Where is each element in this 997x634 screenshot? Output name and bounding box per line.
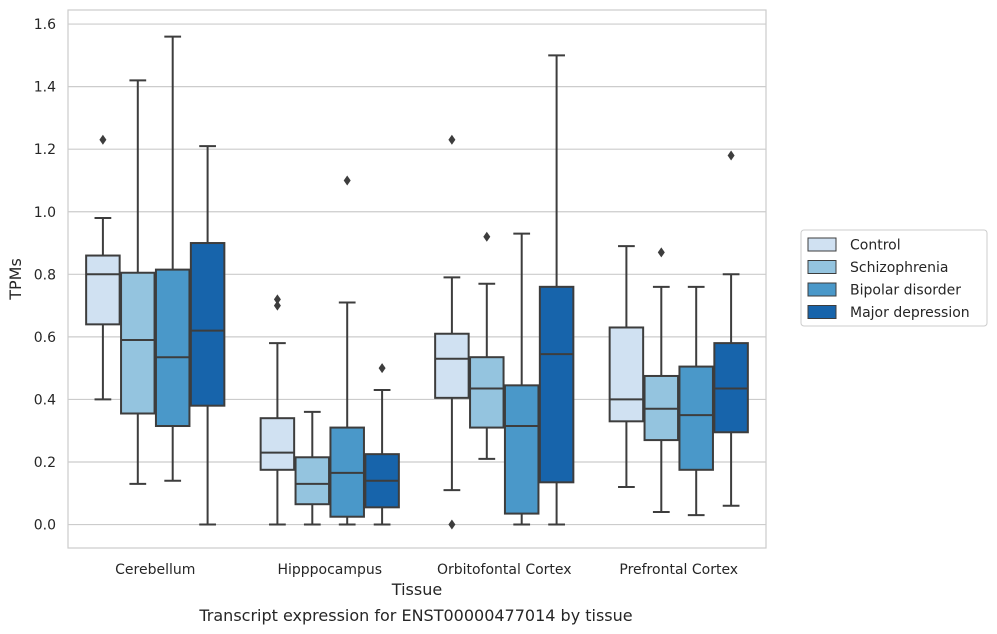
box-bipolar-disorder — [329, 175, 365, 526]
y-tick-label: 0.6 — [34, 330, 56, 346]
box — [469, 356, 505, 429]
box-major-depression — [364, 363, 400, 526]
y-tick-label: 0.8 — [34, 267, 56, 283]
legend-swatch — [807, 305, 837, 319]
outlier — [657, 247, 665, 258]
outlier — [483, 231, 491, 242]
x-tick-label: Orbitofontal Cortex — [437, 562, 572, 578]
box — [189, 242, 226, 407]
box — [608, 326, 645, 423]
outlier — [273, 300, 281, 311]
box-bipolar-disorder — [503, 232, 540, 526]
outlier — [727, 150, 735, 161]
x-tick-label: Cerebellum — [115, 562, 195, 578]
box-major-depression — [713, 150, 749, 507]
box-schizophrenia — [294, 410, 331, 526]
box-control — [85, 134, 121, 401]
box-control — [259, 294, 296, 526]
box — [120, 271, 156, 415]
box — [294, 456, 331, 506]
outlier — [273, 294, 281, 305]
legend-swatch — [807, 260, 837, 274]
box — [85, 254, 121, 326]
box-bipolar-disorder — [678, 285, 714, 517]
box-major-depression — [538, 54, 575, 526]
y-tick-label: 0.0 — [34, 518, 56, 534]
outlier — [99, 134, 107, 145]
y-tick-label: 0.4 — [34, 392, 56, 408]
legend-frame — [800, 229, 988, 327]
y-tick-label: 1.6 — [34, 17, 56, 33]
x-tick-label: Hipppocampus — [277, 562, 382, 578]
legend-label: Control — [850, 238, 901, 254]
box-schizophrenia — [469, 231, 505, 460]
outlier — [343, 175, 351, 186]
box-schizophrenia — [643, 247, 680, 514]
y-tick-label: 0.2 — [34, 455, 56, 471]
box — [503, 384, 540, 515]
legend-label: Major depression — [850, 305, 970, 321]
box — [259, 417, 296, 471]
box — [678, 365, 714, 471]
box — [538, 285, 575, 484]
box-schizophrenia — [120, 79, 156, 485]
y-tick-label: 1.0 — [34, 205, 56, 221]
legend-swatch — [807, 237, 837, 252]
plot-area — [85, 35, 749, 530]
axes-frame — [67, 9, 767, 549]
box-control — [434, 134, 470, 530]
legend-swatch — [807, 282, 837, 297]
x-tick-label: Prefrontal Cortex — [619, 562, 738, 578]
legend: Control Schizophrenia Bipolar disorder Majo… — [800, 229, 988, 327]
outlier — [448, 519, 456, 530]
outlier — [448, 134, 456, 145]
y-tick-label: 1.2 — [34, 142, 56, 158]
legend-label: Bipolar disorder — [850, 283, 961, 299]
outlier — [378, 363, 386, 374]
y-axis: 0.0 0.2 0.4 0.6 0.8 1.0 1.2 1.4 1.6 — [34, 17, 56, 533]
x-axis: Cerebellum Hipppocampus Orbitofontal Corte… — [115, 562, 738, 578]
legend-label: Schizophrenia — [850, 260, 948, 276]
y-tick-label: 1.4 — [34, 80, 56, 96]
box-major-depression — [189, 145, 226, 526]
box — [434, 332, 470, 399]
x-axis-label: Tissue — [391, 580, 442, 599]
box-control — [608, 245, 645, 489]
y-axis-label: TPMs — [6, 258, 25, 301]
figure-caption: Transcript expression for ENST0000047701… — [199, 606, 633, 625]
box-bipolar-disorder — [154, 35, 191, 482]
box — [154, 268, 191, 428]
